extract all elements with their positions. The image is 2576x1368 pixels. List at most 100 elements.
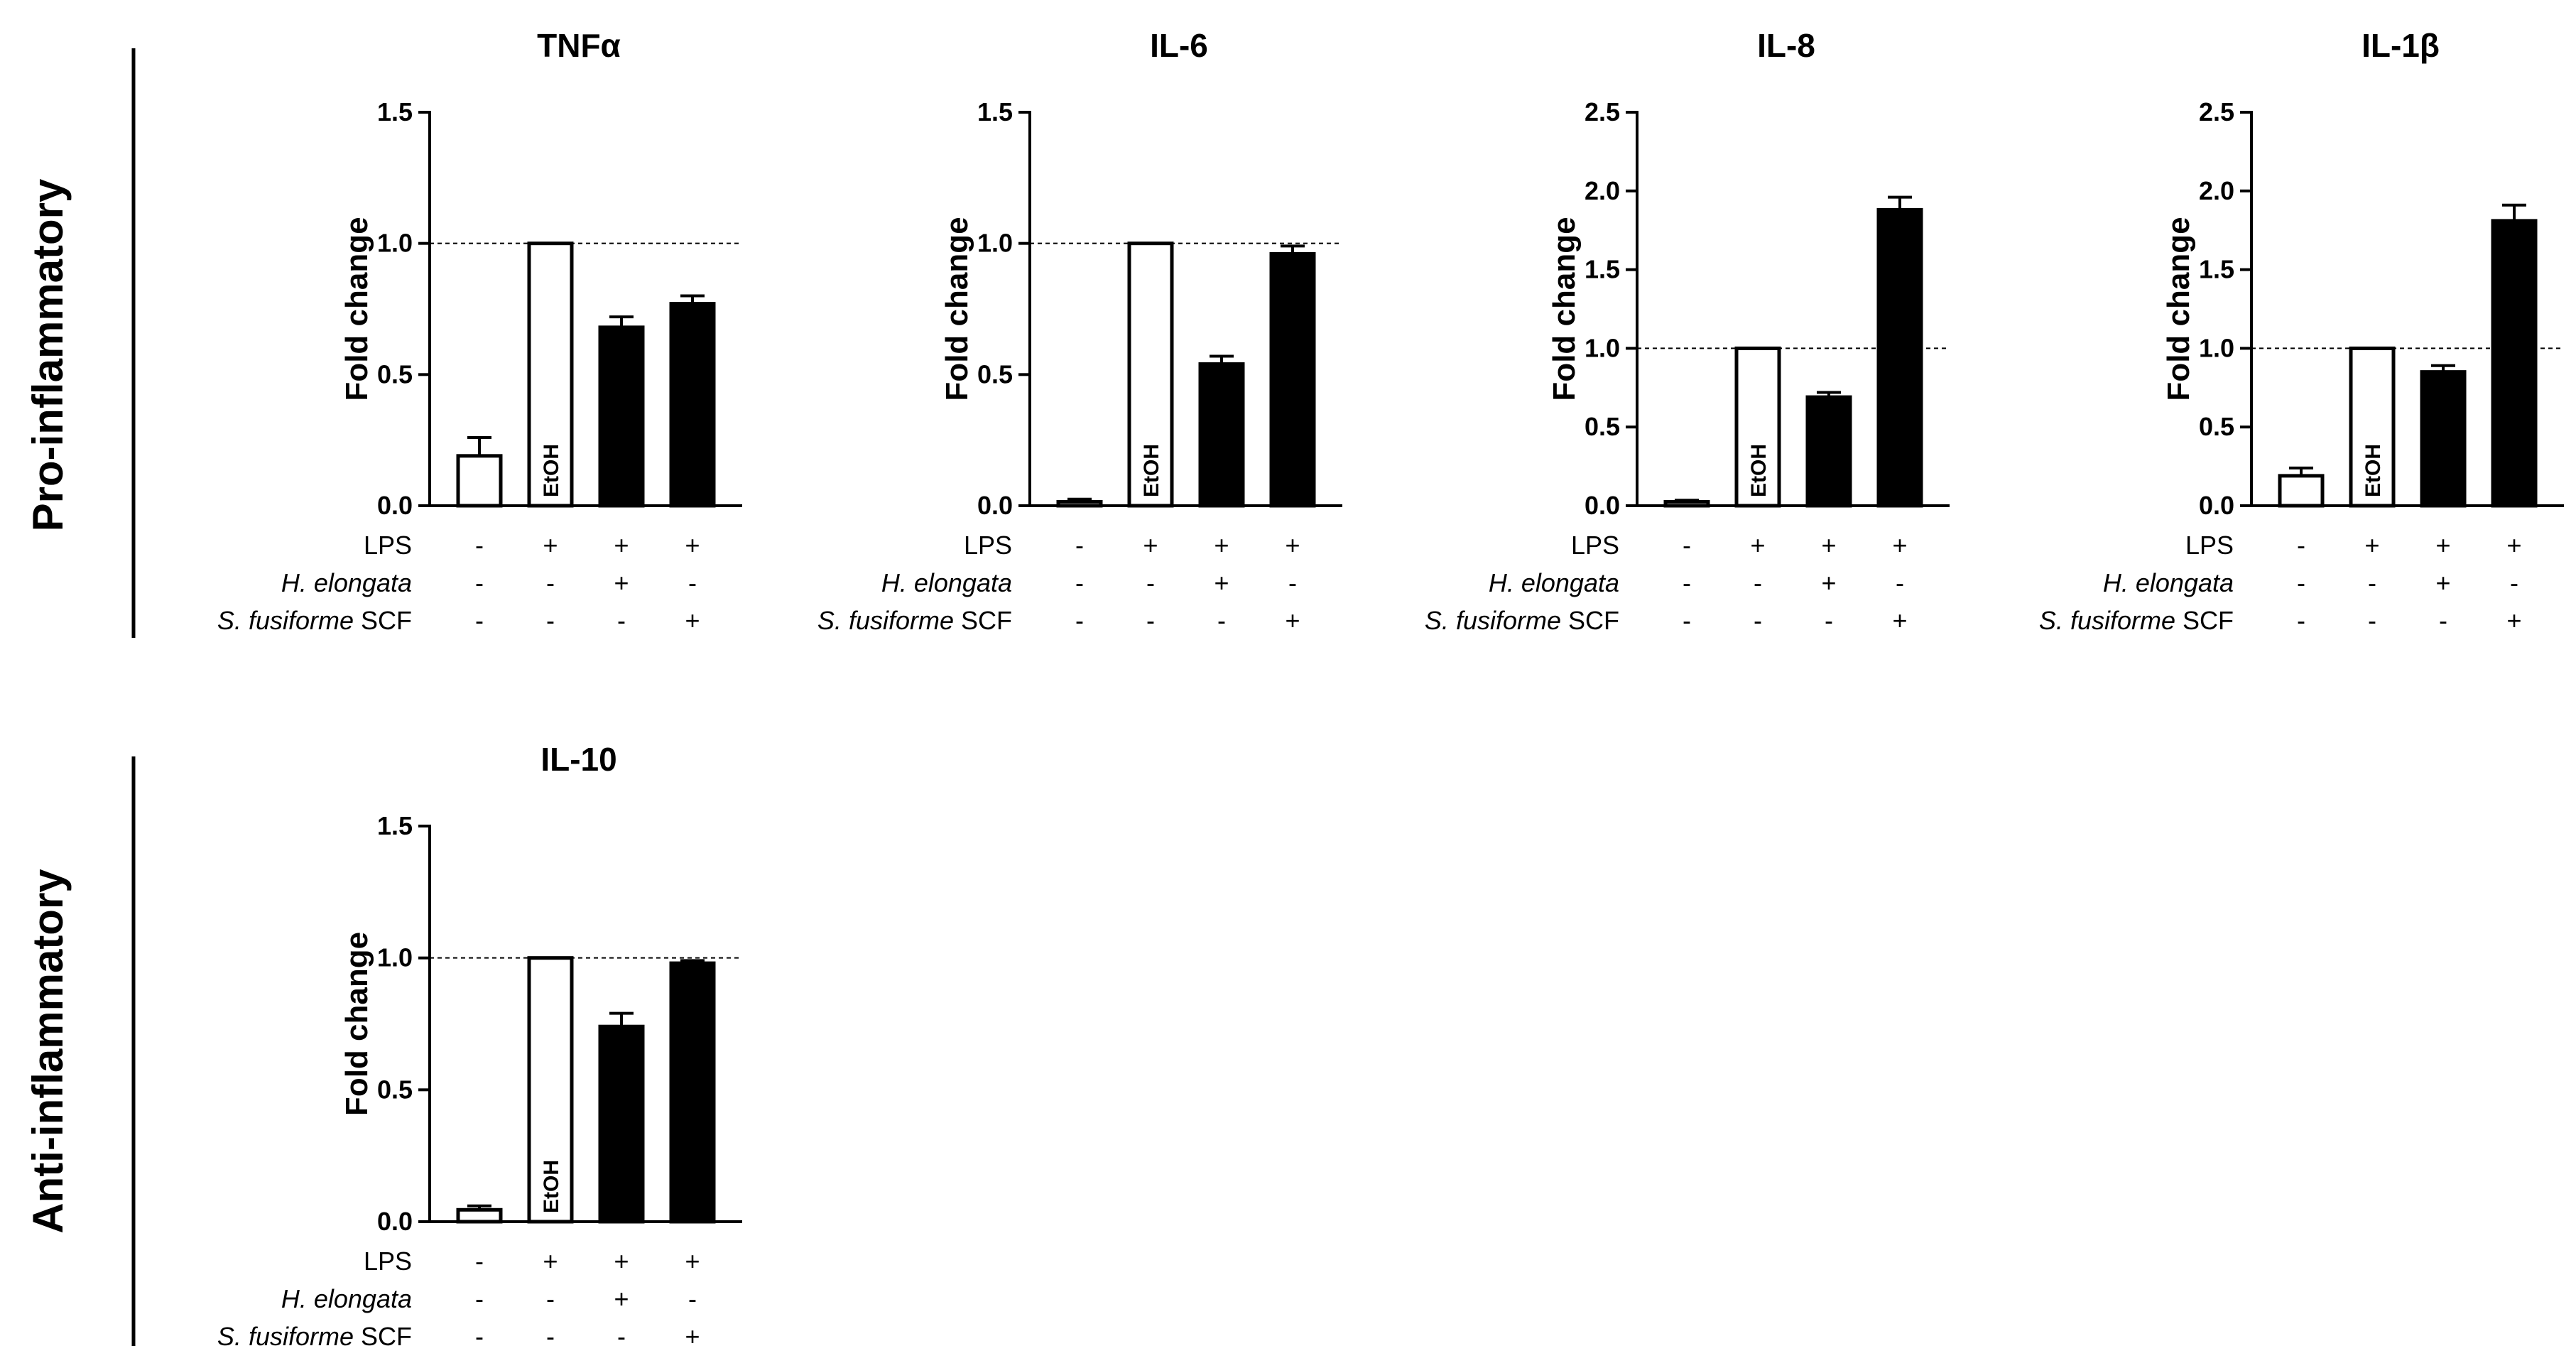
row-label-pro-inflammatory: Pro-inflammatory — [24, 178, 72, 531]
bar-3 — [2491, 219, 2538, 508]
bar-1 — [2349, 346, 2396, 508]
y-tick-label: 0.0 — [1585, 491, 1620, 520]
bar-3 — [669, 302, 716, 508]
condition-label-1: H. elongata — [1489, 568, 1619, 597]
condition-sign: - — [546, 1322, 555, 1351]
condition-sign: - — [2510, 568, 2518, 597]
chart-panel-4: IL-10 Fold change 0.0 0.5 1.0 1.5 EtOH LPS - + + + H… — [217, 741, 742, 1351]
condition-sign: + — [2506, 606, 2521, 635]
condition-label-0: LPS — [364, 1247, 412, 1276]
condition-sign: - — [1075, 531, 1084, 560]
condition-sign: - — [475, 1284, 484, 1313]
condition-label-1: H. elongata — [281, 568, 412, 597]
y-tick-label: 1.5 — [377, 811, 413, 840]
condition-sign: + — [1750, 531, 1765, 560]
condition-sign: - — [1146, 606, 1155, 635]
row-group-anti-inflammatory: Anti-inflammatory — [24, 756, 136, 1346]
y-axis-label: Fold change — [339, 217, 374, 401]
condition-label-2: S. fusiforme SCF — [1425, 606, 1619, 635]
chart-panel-2: IL-8 Fold change 0.0 0.5 1.0 1.5 2.0 2.5 EtOH LPS… — [1425, 27, 1950, 635]
bar-annotation-etoh: EtOH — [1747, 444, 1771, 497]
condition-name: H. elongata — [881, 568, 1012, 597]
condition-sign: + — [543, 1247, 558, 1276]
condition-sign: + — [543, 531, 558, 560]
y-tick-label: 2.5 — [1585, 97, 1620, 126]
condition-name: H. elongata — [1489, 568, 1619, 597]
condition-sign: - — [1754, 606, 1762, 635]
condition-sign: + — [685, 531, 700, 560]
y-tick-label: 1.5 — [977, 97, 1013, 126]
condition-label-1: H. elongata — [281, 1284, 412, 1313]
bar-2 — [2420, 370, 2467, 508]
chart-title: IL-6 — [1150, 27, 1208, 64]
condition-sign: + — [1821, 531, 1836, 560]
y-tick-label: 1.5 — [1585, 255, 1620, 284]
condition-name: S. fusiforme — [817, 606, 954, 635]
condition-suffix: SCF — [354, 1322, 412, 1351]
condition-label-0: LPS — [1571, 531, 1619, 560]
condition-sign: - — [2297, 531, 2305, 560]
y-tick-label: 0.0 — [377, 1207, 413, 1236]
bar-0 — [1056, 499, 1103, 508]
chart-panel-1: IL-6 Fold change 0.0 0.5 1.0 1.5 EtOH LPS - + + + H.… — [817, 27, 1342, 635]
bar-3 — [1876, 207, 1923, 508]
condition-suffix: SCF — [954, 606, 1012, 635]
y-tick-label: 0.5 — [377, 1075, 413, 1104]
condition-sign: - — [2439, 606, 2447, 635]
chart-title: IL-1β — [2362, 27, 2440, 64]
condition-sign: - — [2368, 606, 2376, 635]
condition-name: S. fusiforme — [217, 1322, 354, 1351]
condition-sign: - — [475, 568, 484, 597]
bar-2 — [598, 1024, 645, 1224]
bar-0 — [456, 1207, 503, 1224]
condition-sign: + — [1143, 531, 1158, 560]
condition-name: S. fusiforme — [1425, 606, 1561, 635]
condition-name: LPS — [1571, 531, 1619, 560]
y-tick-label: 0.0 — [977, 491, 1013, 520]
bar-annotation-etoh: EtOH — [2362, 444, 2385, 497]
condition-label-2: S. fusiforme SCF — [217, 606, 412, 635]
condition-name: S. fusiforme — [2039, 606, 2175, 635]
condition-sign: - — [617, 606, 626, 635]
chart-title: IL-8 — [1757, 27, 1815, 64]
y-tick-label: 0.5 — [977, 359, 1013, 389]
y-tick-label: 0.5 — [1585, 412, 1620, 441]
bar-annotation-etoh: EtOH — [540, 444, 563, 497]
condition-sign: - — [475, 1322, 484, 1351]
condition-sign: + — [1214, 531, 1229, 560]
y-tick-label: 2.0 — [1585, 176, 1620, 205]
condition-sign: + — [614, 531, 629, 560]
y-axis-label: Fold change — [940, 217, 974, 401]
condition-name: H. elongata — [281, 568, 412, 597]
condition-sign: + — [1821, 568, 1836, 597]
condition-sign: + — [2364, 531, 2379, 560]
condition-sign: - — [1825, 606, 1833, 635]
bar-0 — [456, 454, 503, 508]
y-axis-label: Fold change — [1547, 217, 1582, 401]
condition-sign: + — [2506, 531, 2521, 560]
condition-sign: - — [1683, 568, 1691, 597]
condition-name: LPS — [364, 1247, 412, 1276]
condition-sign: - — [2368, 568, 2376, 597]
bar-2 — [1805, 395, 1852, 508]
y-tick-label: 1.0 — [377, 943, 413, 972]
condition-sign: + — [614, 568, 629, 597]
condition-sign: - — [546, 1284, 555, 1313]
condition-sign: + — [1214, 568, 1229, 597]
y-tick-label: 1.5 — [377, 97, 413, 126]
y-tick-label: 1.5 — [2199, 255, 2234, 284]
charts-container: TNFα Fold change 0.0 0.5 1.0 1.5 EtOH LPS - + + + H.… — [217, 27, 2564, 1351]
chart-panel-0: TNFα Fold change 0.0 0.5 1.0 1.5 EtOH LPS - + + + H.… — [217, 27, 742, 635]
condition-sign: - — [1896, 568, 1904, 597]
condition-sign: - — [1146, 568, 1155, 597]
condition-sign: - — [1075, 606, 1084, 635]
condition-name: H. elongata — [281, 1284, 412, 1313]
condition-sign: + — [2435, 568, 2450, 597]
condition-sign: - — [1288, 568, 1297, 597]
condition-sign: - — [1754, 568, 1762, 597]
y-tick-label: 1.0 — [977, 229, 1013, 258]
condition-label-2: S. fusiforme SCF — [217, 1322, 412, 1351]
condition-sign: - — [1075, 568, 1084, 597]
